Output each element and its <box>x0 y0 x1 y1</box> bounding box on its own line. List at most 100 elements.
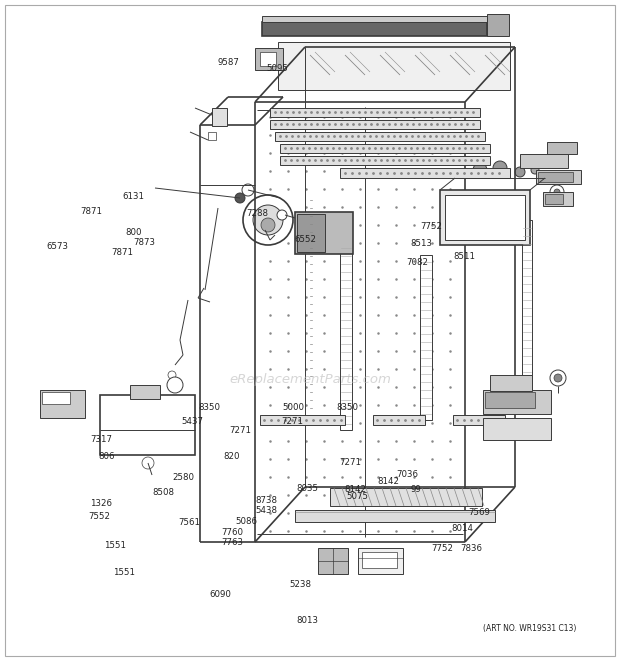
Circle shape <box>550 370 566 386</box>
Text: 800: 800 <box>125 227 141 237</box>
Bar <box>260 52 276 66</box>
Circle shape <box>242 184 254 196</box>
Text: 7873: 7873 <box>133 238 156 247</box>
Bar <box>543 192 573 206</box>
Text: 7561: 7561 <box>178 518 200 527</box>
Circle shape <box>277 210 287 220</box>
Text: 2580: 2580 <box>172 473 194 483</box>
Text: 7752: 7752 <box>431 544 453 553</box>
Bar <box>208 132 216 140</box>
Text: 7082: 7082 <box>406 258 428 267</box>
Text: 6090: 6090 <box>209 590 231 600</box>
Text: 5438: 5438 <box>255 506 278 515</box>
Text: 8738: 8738 <box>255 496 278 505</box>
Text: 1551: 1551 <box>104 541 126 550</box>
Circle shape <box>335 553 345 563</box>
Bar <box>280 156 490 165</box>
Circle shape <box>142 457 154 469</box>
Text: 8513: 8513 <box>410 239 433 249</box>
Bar <box>483 418 551 440</box>
Text: 7871: 7871 <box>112 248 134 257</box>
Bar <box>40 390 85 418</box>
Bar <box>490 375 532 391</box>
Circle shape <box>167 377 183 393</box>
Text: 7752: 7752 <box>420 221 442 231</box>
Text: 7569: 7569 <box>468 508 490 517</box>
Bar <box>487 14 509 36</box>
Circle shape <box>119 424 131 436</box>
Text: 6552: 6552 <box>294 235 317 244</box>
Text: 7271: 7271 <box>339 458 361 467</box>
Text: 6131: 6131 <box>122 192 144 202</box>
Circle shape <box>139 423 157 441</box>
Circle shape <box>554 374 562 382</box>
Polygon shape <box>420 255 432 420</box>
Bar <box>275 132 485 141</box>
Circle shape <box>515 167 525 177</box>
Bar <box>330 488 482 506</box>
Bar <box>260 415 345 425</box>
Text: 806: 806 <box>99 451 115 461</box>
Bar <box>270 120 480 129</box>
Bar <box>373 415 425 425</box>
Polygon shape <box>522 220 532 390</box>
Bar <box>445 195 525 240</box>
Circle shape <box>261 218 275 232</box>
Text: 8350: 8350 <box>198 403 221 412</box>
Bar <box>545 194 563 204</box>
Circle shape <box>113 418 137 442</box>
Text: 7288: 7288 <box>246 209 268 218</box>
Text: 8035: 8035 <box>296 484 318 493</box>
Bar <box>212 108 227 126</box>
Text: 8014: 8014 <box>451 524 473 533</box>
Circle shape <box>235 193 245 203</box>
Text: 8508: 8508 <box>152 488 174 497</box>
Text: eReplacementParts.com: eReplacementParts.com <box>229 373 391 387</box>
Bar <box>538 172 573 182</box>
Bar <box>362 552 397 568</box>
Text: 7763: 7763 <box>221 537 244 547</box>
Bar <box>270 108 480 117</box>
Circle shape <box>253 205 283 235</box>
Text: 8142: 8142 <box>344 485 366 494</box>
Bar <box>483 390 551 414</box>
Text: 8511: 8511 <box>453 252 476 261</box>
Bar <box>100 395 195 455</box>
Bar <box>453 415 505 425</box>
Bar <box>295 212 353 254</box>
Bar <box>520 154 568 168</box>
Text: 5000: 5000 <box>282 403 304 412</box>
Bar <box>318 548 348 574</box>
Bar <box>42 392 70 404</box>
Polygon shape <box>340 240 352 430</box>
Bar <box>297 214 325 252</box>
Text: 8142: 8142 <box>378 477 400 486</box>
Text: 5437: 5437 <box>181 416 203 426</box>
Bar <box>340 168 510 178</box>
Circle shape <box>168 371 176 379</box>
Circle shape <box>531 166 539 174</box>
Text: 5238: 5238 <box>290 580 312 590</box>
Bar <box>262 22 487 36</box>
Text: 5075: 5075 <box>347 492 369 501</box>
Text: 7760: 7760 <box>221 527 244 537</box>
Text: 9587: 9587 <box>217 58 239 67</box>
Circle shape <box>473 163 487 177</box>
Bar <box>295 510 495 522</box>
Text: 7036: 7036 <box>396 470 418 479</box>
Text: 1551: 1551 <box>113 568 135 577</box>
Text: 820: 820 <box>223 451 239 461</box>
Circle shape <box>554 189 560 195</box>
Bar <box>280 144 490 153</box>
Text: 7871: 7871 <box>81 207 103 216</box>
Text: 7271: 7271 <box>229 426 252 435</box>
Circle shape <box>243 195 293 245</box>
Text: (ART NO. WR19S31 C13): (ART NO. WR19S31 C13) <box>484 623 577 633</box>
Bar <box>262 16 487 22</box>
Text: 1326: 1326 <box>90 499 112 508</box>
Circle shape <box>493 161 507 175</box>
Text: 7271: 7271 <box>281 417 304 426</box>
Circle shape <box>320 554 332 566</box>
Polygon shape <box>278 42 510 90</box>
Bar <box>358 548 403 574</box>
